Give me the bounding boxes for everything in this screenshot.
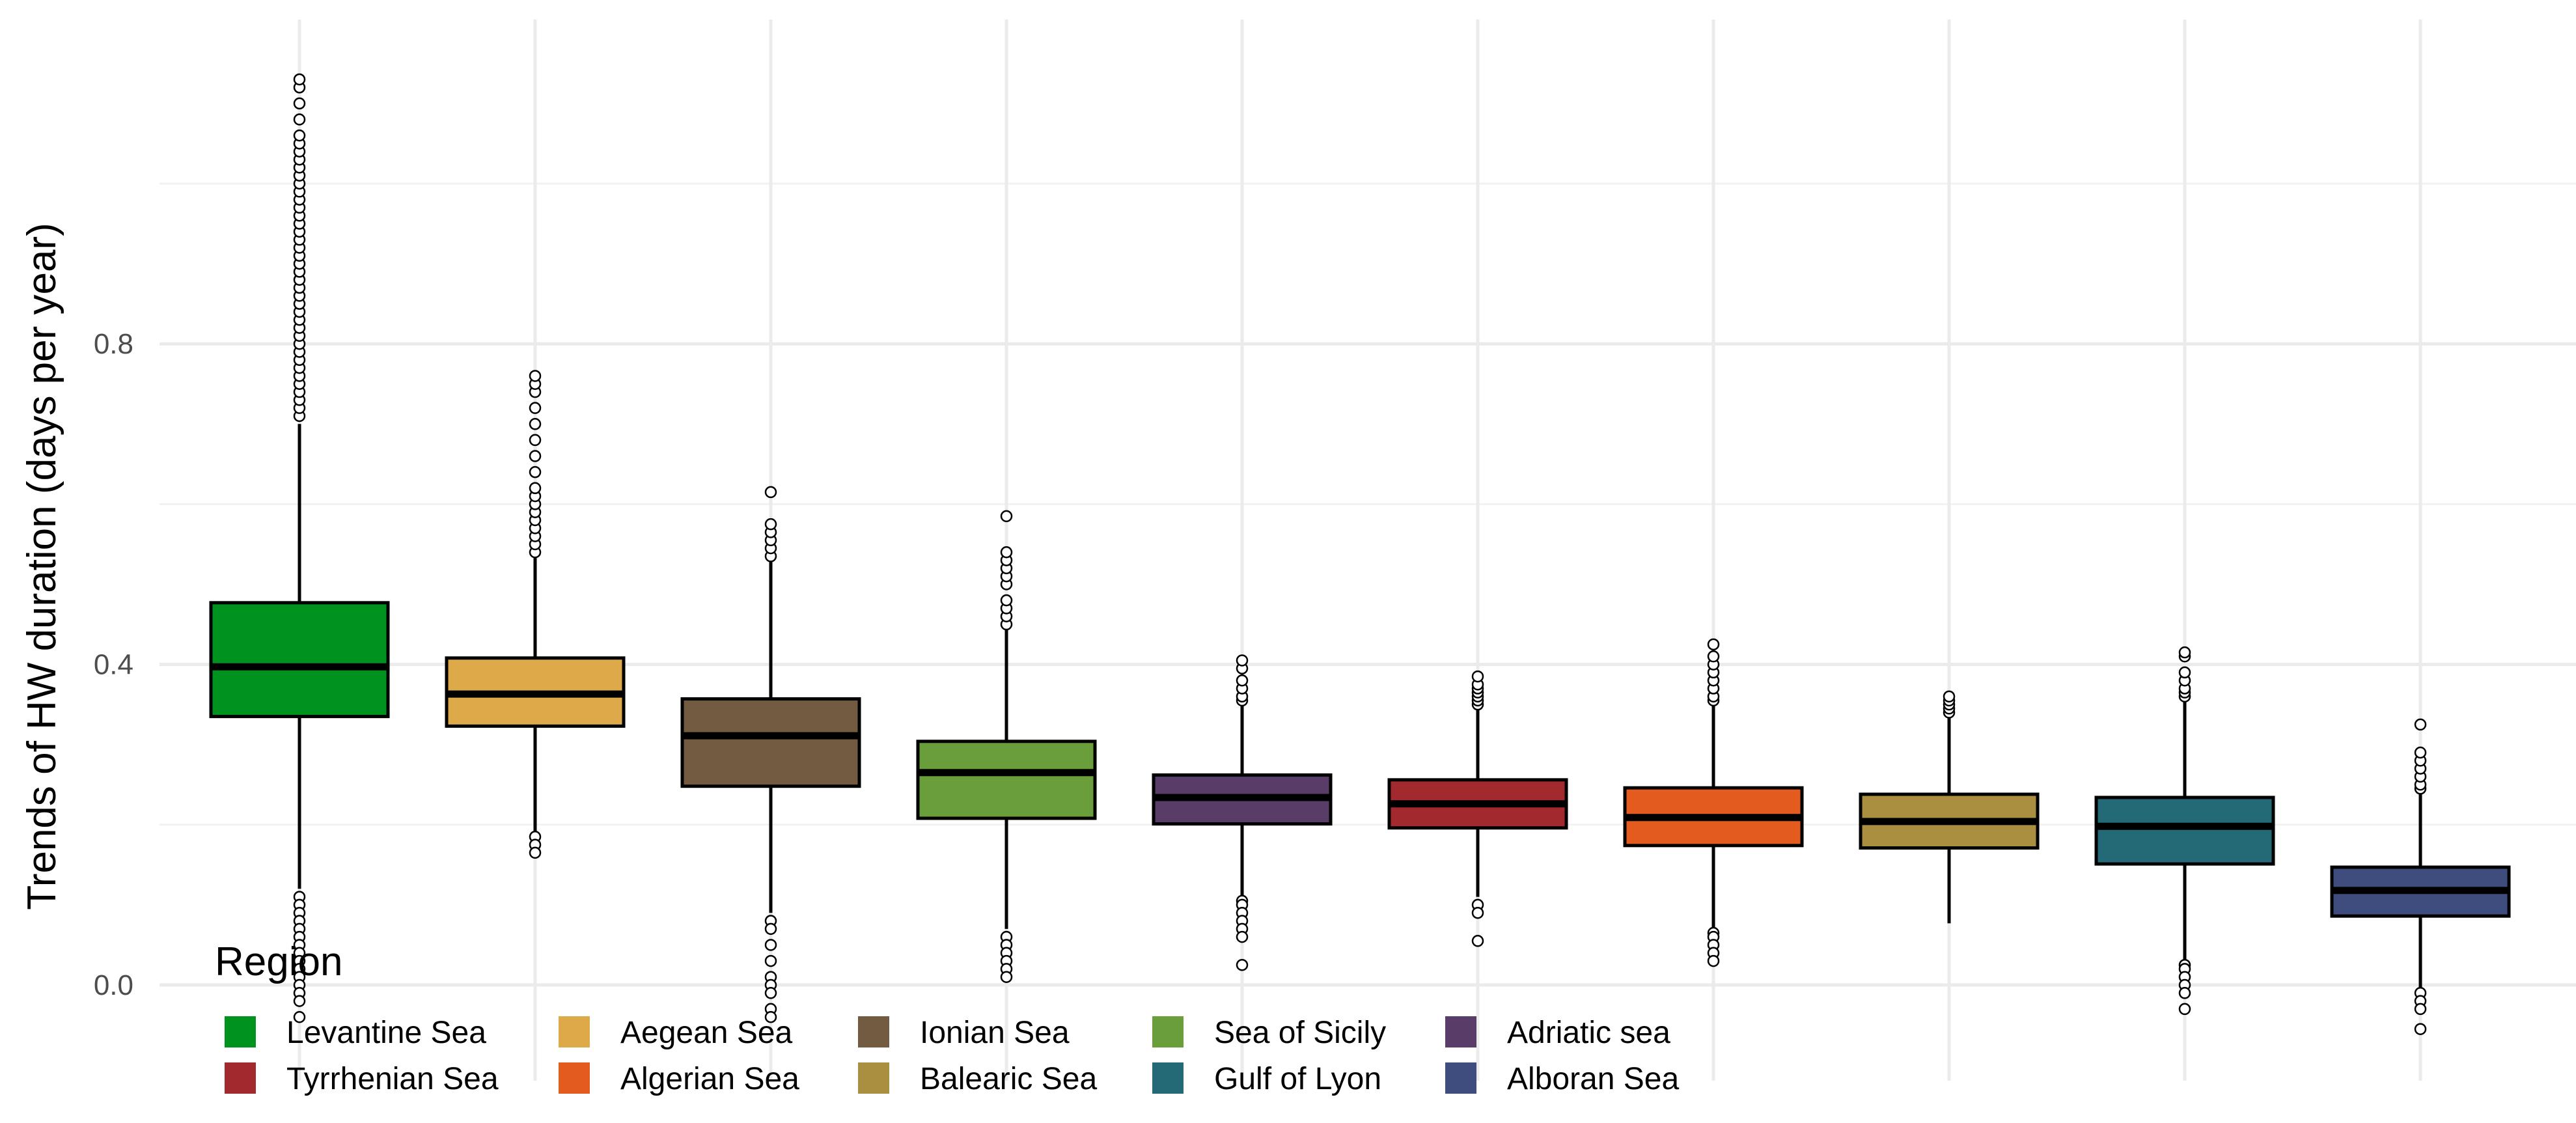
outlier-point bbox=[1236, 654, 1249, 667]
outlier-point bbox=[2414, 1003, 2427, 1016]
legend-item: Gulf of Lyon bbox=[1152, 1062, 1381, 1096]
outlier-point bbox=[529, 482, 542, 495]
legend-swatch bbox=[1445, 1062, 1476, 1094]
outlier-point bbox=[529, 450, 542, 462]
y-tick-labels: 0.0 0.4 0.8 bbox=[94, 328, 133, 1001]
box-adriatic-sea bbox=[1152, 654, 1333, 971]
outlier-point bbox=[293, 1010, 306, 1023]
outlier-point bbox=[529, 846, 542, 859]
legend-swatch bbox=[225, 1016, 256, 1047]
legend-item: Tyrrhenian Sea bbox=[225, 1062, 499, 1096]
outlier-point bbox=[293, 73, 306, 86]
box-levantine-sea bbox=[209, 73, 390, 1023]
outlier-point bbox=[2414, 746, 2427, 759]
outlier-point bbox=[1236, 958, 1249, 971]
box-gulf-of-lyon bbox=[2094, 646, 2275, 1016]
outlier-point bbox=[529, 402, 542, 414]
outlier-point bbox=[764, 486, 777, 499]
box-aegean-sea bbox=[445, 370, 626, 859]
legend-swatch bbox=[1152, 1016, 1184, 1047]
box-balearic-sea bbox=[1859, 690, 2040, 924]
box-tyrrhenian-sea bbox=[1387, 670, 1568, 947]
outlier-point bbox=[2178, 646, 2191, 659]
legend-swatch bbox=[858, 1016, 889, 1047]
outlier-point bbox=[293, 995, 306, 1007]
y-tick-label: 0.4 bbox=[94, 649, 133, 681]
outlier-point bbox=[1000, 594, 1013, 607]
legend-swatch bbox=[225, 1062, 256, 1094]
legend-item: Algerian Sea bbox=[559, 1062, 799, 1096]
outlier-point bbox=[1707, 638, 1720, 651]
outlier-point bbox=[529, 465, 542, 478]
outlier-point bbox=[764, 939, 777, 951]
legend: Region Levantine Sea Aegean Sea Ionian Sea… bbox=[215, 939, 1679, 1096]
legend-item: Ionian Sea bbox=[858, 1016, 1070, 1050]
outlier-point bbox=[2178, 666, 2191, 679]
legend-swatch bbox=[559, 1062, 590, 1094]
legend-label: Adriatic sea bbox=[1507, 1016, 1670, 1050]
outlier-point bbox=[1236, 930, 1249, 943]
outlier-point bbox=[1471, 906, 1484, 919]
outlier-point bbox=[764, 987, 777, 999]
legend-item: Adriatic sea bbox=[1445, 1016, 1670, 1050]
outlier-point bbox=[293, 129, 306, 142]
legend-item: Alboran Sea bbox=[1445, 1062, 1679, 1096]
outlier-point bbox=[1000, 971, 1013, 983]
outlier-point bbox=[764, 1010, 777, 1023]
legend-swatch bbox=[1152, 1062, 1184, 1094]
outlier-point bbox=[2178, 1003, 2191, 1016]
iqr-box bbox=[680, 697, 861, 788]
y-tick-label: 0.0 bbox=[94, 969, 133, 1001]
iqr-box bbox=[2094, 796, 2275, 866]
legend-item: Sea of Sicily bbox=[1152, 1016, 1386, 1050]
box-ionian-sea bbox=[680, 486, 861, 1023]
legend-label: Balearic Sea bbox=[920, 1062, 1097, 1096]
box-algerian-sea bbox=[1623, 638, 1804, 967]
box-alboran-sea bbox=[2330, 718, 2511, 1035]
outlier-point bbox=[1000, 546, 1013, 559]
legend-item: Aegean Sea bbox=[559, 1016, 793, 1050]
legend-item: Balearic Sea bbox=[858, 1062, 1097, 1096]
box-sea-of-sicily bbox=[916, 510, 1097, 983]
outlier-point bbox=[1000, 510, 1013, 523]
legend-swatch bbox=[1445, 1016, 1476, 1047]
iqr-box bbox=[916, 740, 1097, 820]
legend-label: Algerian Sea bbox=[620, 1062, 799, 1096]
outlier-point bbox=[1471, 670, 1484, 683]
outlier-point bbox=[1236, 674, 1249, 687]
outlier-point bbox=[2414, 718, 2427, 731]
grid-layer bbox=[159, 20, 2576, 1081]
y-tick-label: 0.8 bbox=[94, 328, 133, 360]
iqr-box bbox=[209, 601, 390, 719]
y-axis-title: Trends of HW duration (days per year) bbox=[20, 223, 64, 910]
legend-swatch bbox=[559, 1016, 590, 1047]
boxes-layer bbox=[209, 73, 2511, 1035]
outlier-point bbox=[529, 434, 542, 447]
legend-title: Region bbox=[215, 939, 342, 984]
outlier-point bbox=[764, 954, 777, 967]
outlier-point bbox=[1943, 690, 1956, 703]
outlier-point bbox=[764, 922, 777, 936]
legend-swatch bbox=[858, 1062, 889, 1094]
legend-label: Gulf of Lyon bbox=[1214, 1062, 1381, 1096]
legend-label: Ionian Sea bbox=[920, 1016, 1070, 1050]
legend-label: Tyrrhenian Sea bbox=[286, 1062, 499, 1096]
outlier-point bbox=[1707, 650, 1720, 663]
outlier-point bbox=[529, 370, 542, 382]
legend-item: Levantine Sea bbox=[225, 1016, 486, 1050]
outlier-point bbox=[529, 418, 542, 430]
outlier-point bbox=[764, 518, 777, 531]
outlier-point bbox=[293, 97, 306, 110]
legend-label: Aegean Sea bbox=[620, 1016, 793, 1050]
outlier-point bbox=[1471, 935, 1484, 947]
outlier-point bbox=[2414, 1023, 2427, 1035]
outlier-point bbox=[1707, 954, 1720, 967]
outlier-point bbox=[2178, 987, 2191, 999]
legend-label: Sea of Sicily bbox=[1214, 1016, 1386, 1050]
outlier-point bbox=[293, 113, 306, 126]
legend-label: Alboran Sea bbox=[1507, 1062, 1679, 1096]
legend-label: Levantine Sea bbox=[286, 1016, 486, 1050]
